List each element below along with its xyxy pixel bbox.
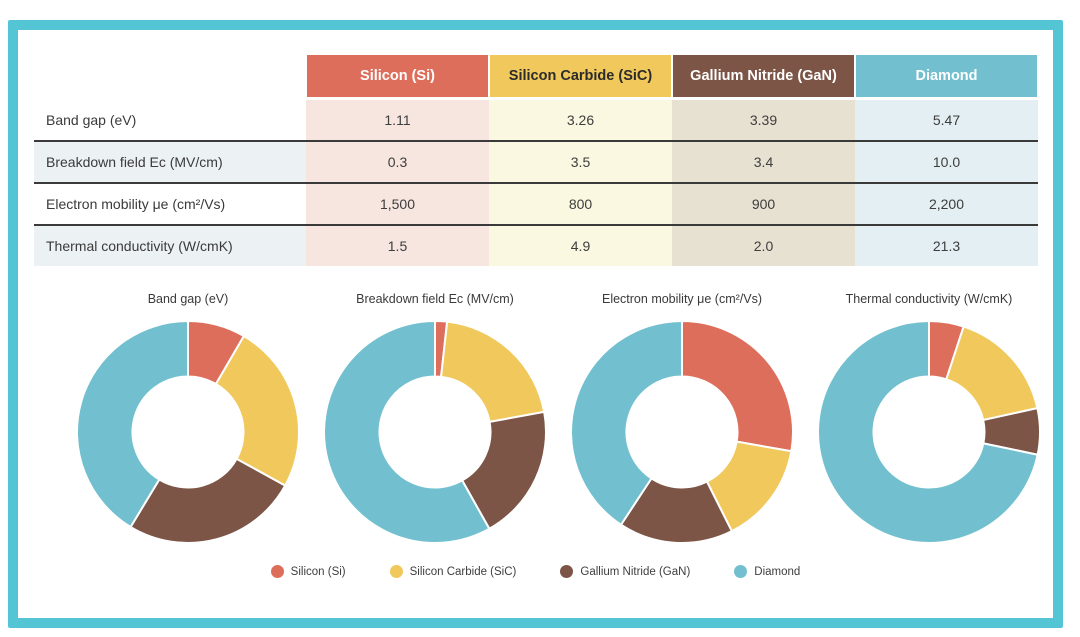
column-header-diamond: Diamond — [856, 55, 1037, 97]
chart-legend: Silicon (Si) Silicon Carbide (SiC) Gallium… — [18, 565, 1053, 578]
donut-segment-diamond — [75, 320, 189, 528]
donut-segment-gallium-nitride-gan — [129, 457, 287, 544]
legend-item-diamond: Diamond — [734, 565, 800, 578]
table-row: Breakdown field Ec (MV/cm) 0.3 3.5 3.4 10.0 — [34, 140, 1038, 182]
legend-item-gallium-nitride-gan: Gallium Nitride (GaN) — [560, 565, 690, 578]
table-header-row: Silicon (Si) Silicon Carbide (SiC) Gallium… — [34, 55, 1038, 97]
donut-segment-silicon-carbide-sic — [945, 325, 1039, 422]
donut-segment-silicon-carbide-sic — [440, 320, 546, 423]
table-cell: 800 — [489, 184, 672, 224]
row-label-breakdown-field-ec-mv-cm: Breakdown field Ec (MV/cm) — [34, 142, 306, 182]
donut-segment-diamond — [323, 320, 491, 544]
donut-chart-breakdown-field-ec-mv-cm: Breakdown field Ec (MV/cm) — [322, 292, 548, 545]
donut-segment-diamond — [817, 320, 1039, 544]
row-label-band-gap-ev: Band gap (eV) — [46, 112, 137, 128]
legend-color-dot — [270, 565, 284, 578]
legend-item-silicon-carbide-sic: Silicon Carbide (SiC) — [389, 565, 517, 578]
table-cell: 3.4 — [672, 142, 855, 182]
row-label-thermal-conductivity-w-cmk: Thermal conductivity (W/cmK) — [34, 226, 306, 266]
column-header-silicon-carbide-sic: Silicon Carbide (SiC) — [490, 55, 671, 97]
table-row: Thermal conductivity (W/cmK) 1.5 4.9 2.0 21.… — [34, 224, 1038, 266]
donut-chart-band-gap-ev: Band gap (eV) — [75, 292, 301, 545]
legend-label: Silicon Carbide (SiC) — [409, 565, 517, 578]
legend-item-silicon-si: Silicon (Si) — [270, 565, 346, 578]
chart-title: Thermal conductivity (W/cmK) — [845, 292, 1013, 306]
table-row: Band gap (eV) 1.11 3.26 3.39 5.47 — [34, 100, 1038, 140]
table-cell: 21.3 — [855, 226, 1038, 266]
table-cell: 2.0 — [672, 226, 855, 266]
legend-color-dot — [389, 565, 403, 578]
chart-title: Band gap (eV) — [147, 292, 229, 306]
chart-title: Breakdown field Ec (MV/cm) — [356, 292, 514, 306]
table-cell: 2,200 — [855, 184, 1038, 224]
donut-svg — [817, 320, 1041, 544]
legend-label: Diamond — [754, 565, 801, 578]
table-cell: 900 — [672, 184, 855, 224]
legend-color-dot — [734, 565, 748, 578]
donut-segment-diamond — [570, 320, 683, 526]
legend-label: Silicon (Si) — [290, 565, 346, 578]
legend-label: Gallium Nitride (GaN) — [580, 565, 691, 578]
table-cell: 4.9 — [489, 226, 672, 266]
donut-charts-row: Band gap (eV) Breakdown field Ec (MV/cm) E… — [75, 292, 1042, 545]
donut-segment-silicon-carbide-sic — [214, 335, 300, 487]
donut-chart-thermal-conductivity-w-cmk: Thermal conductivity (W/cmK) — [816, 292, 1042, 545]
chart-title: Electron mobility μe (cm²/Vs) — [601, 292, 762, 306]
table-cell: 5.47 — [855, 100, 1038, 140]
table-cell: 1.5 — [306, 226, 489, 266]
row-label-electron-mobility-e-cm-vs: Electron mobility μe (cm²/Vs) — [46, 196, 226, 212]
column-header-gallium-nitride-gan: Gallium Nitride (GaN) — [673, 55, 854, 97]
table-cell: 0.3 — [306, 142, 489, 182]
donut-chart-electron-mobility-e-cm-vs: Electron mobility μe (cm²/Vs) — [569, 292, 795, 545]
table-cell: 1.11 — [306, 100, 489, 140]
table-body: Band gap (eV) 1.11 3.26 3.39 5.47 Breakdown f… — [34, 100, 1038, 266]
comparison-table: Silicon (Si) Silicon Carbide (SiC) Gallium… — [34, 55, 1038, 266]
legend-color-dot — [560, 565, 574, 578]
teal-frame-border: Silicon (Si) Silicon Carbide (SiC) Gallium… — [8, 20, 1063, 628]
table-cell: 3.5 — [489, 142, 672, 182]
table-cell: 3.26 — [489, 100, 672, 140]
donut-svg — [323, 320, 547, 544]
donut-svg — [75, 320, 300, 544]
column-header-silicon-si: Silicon (Si) — [307, 55, 488, 97]
donut-svg — [570, 320, 794, 544]
table-row: Electron mobility μe (cm²/Vs) 1,500 800 900… — [34, 182, 1038, 224]
table-cell: 3.39 — [672, 100, 855, 140]
donut-segment-silicon-si — [681, 320, 794, 453]
table-cell: 10.0 — [855, 142, 1038, 182]
table-header-corner-cell — [34, 55, 306, 97]
table-cell: 1,500 — [306, 184, 489, 224]
